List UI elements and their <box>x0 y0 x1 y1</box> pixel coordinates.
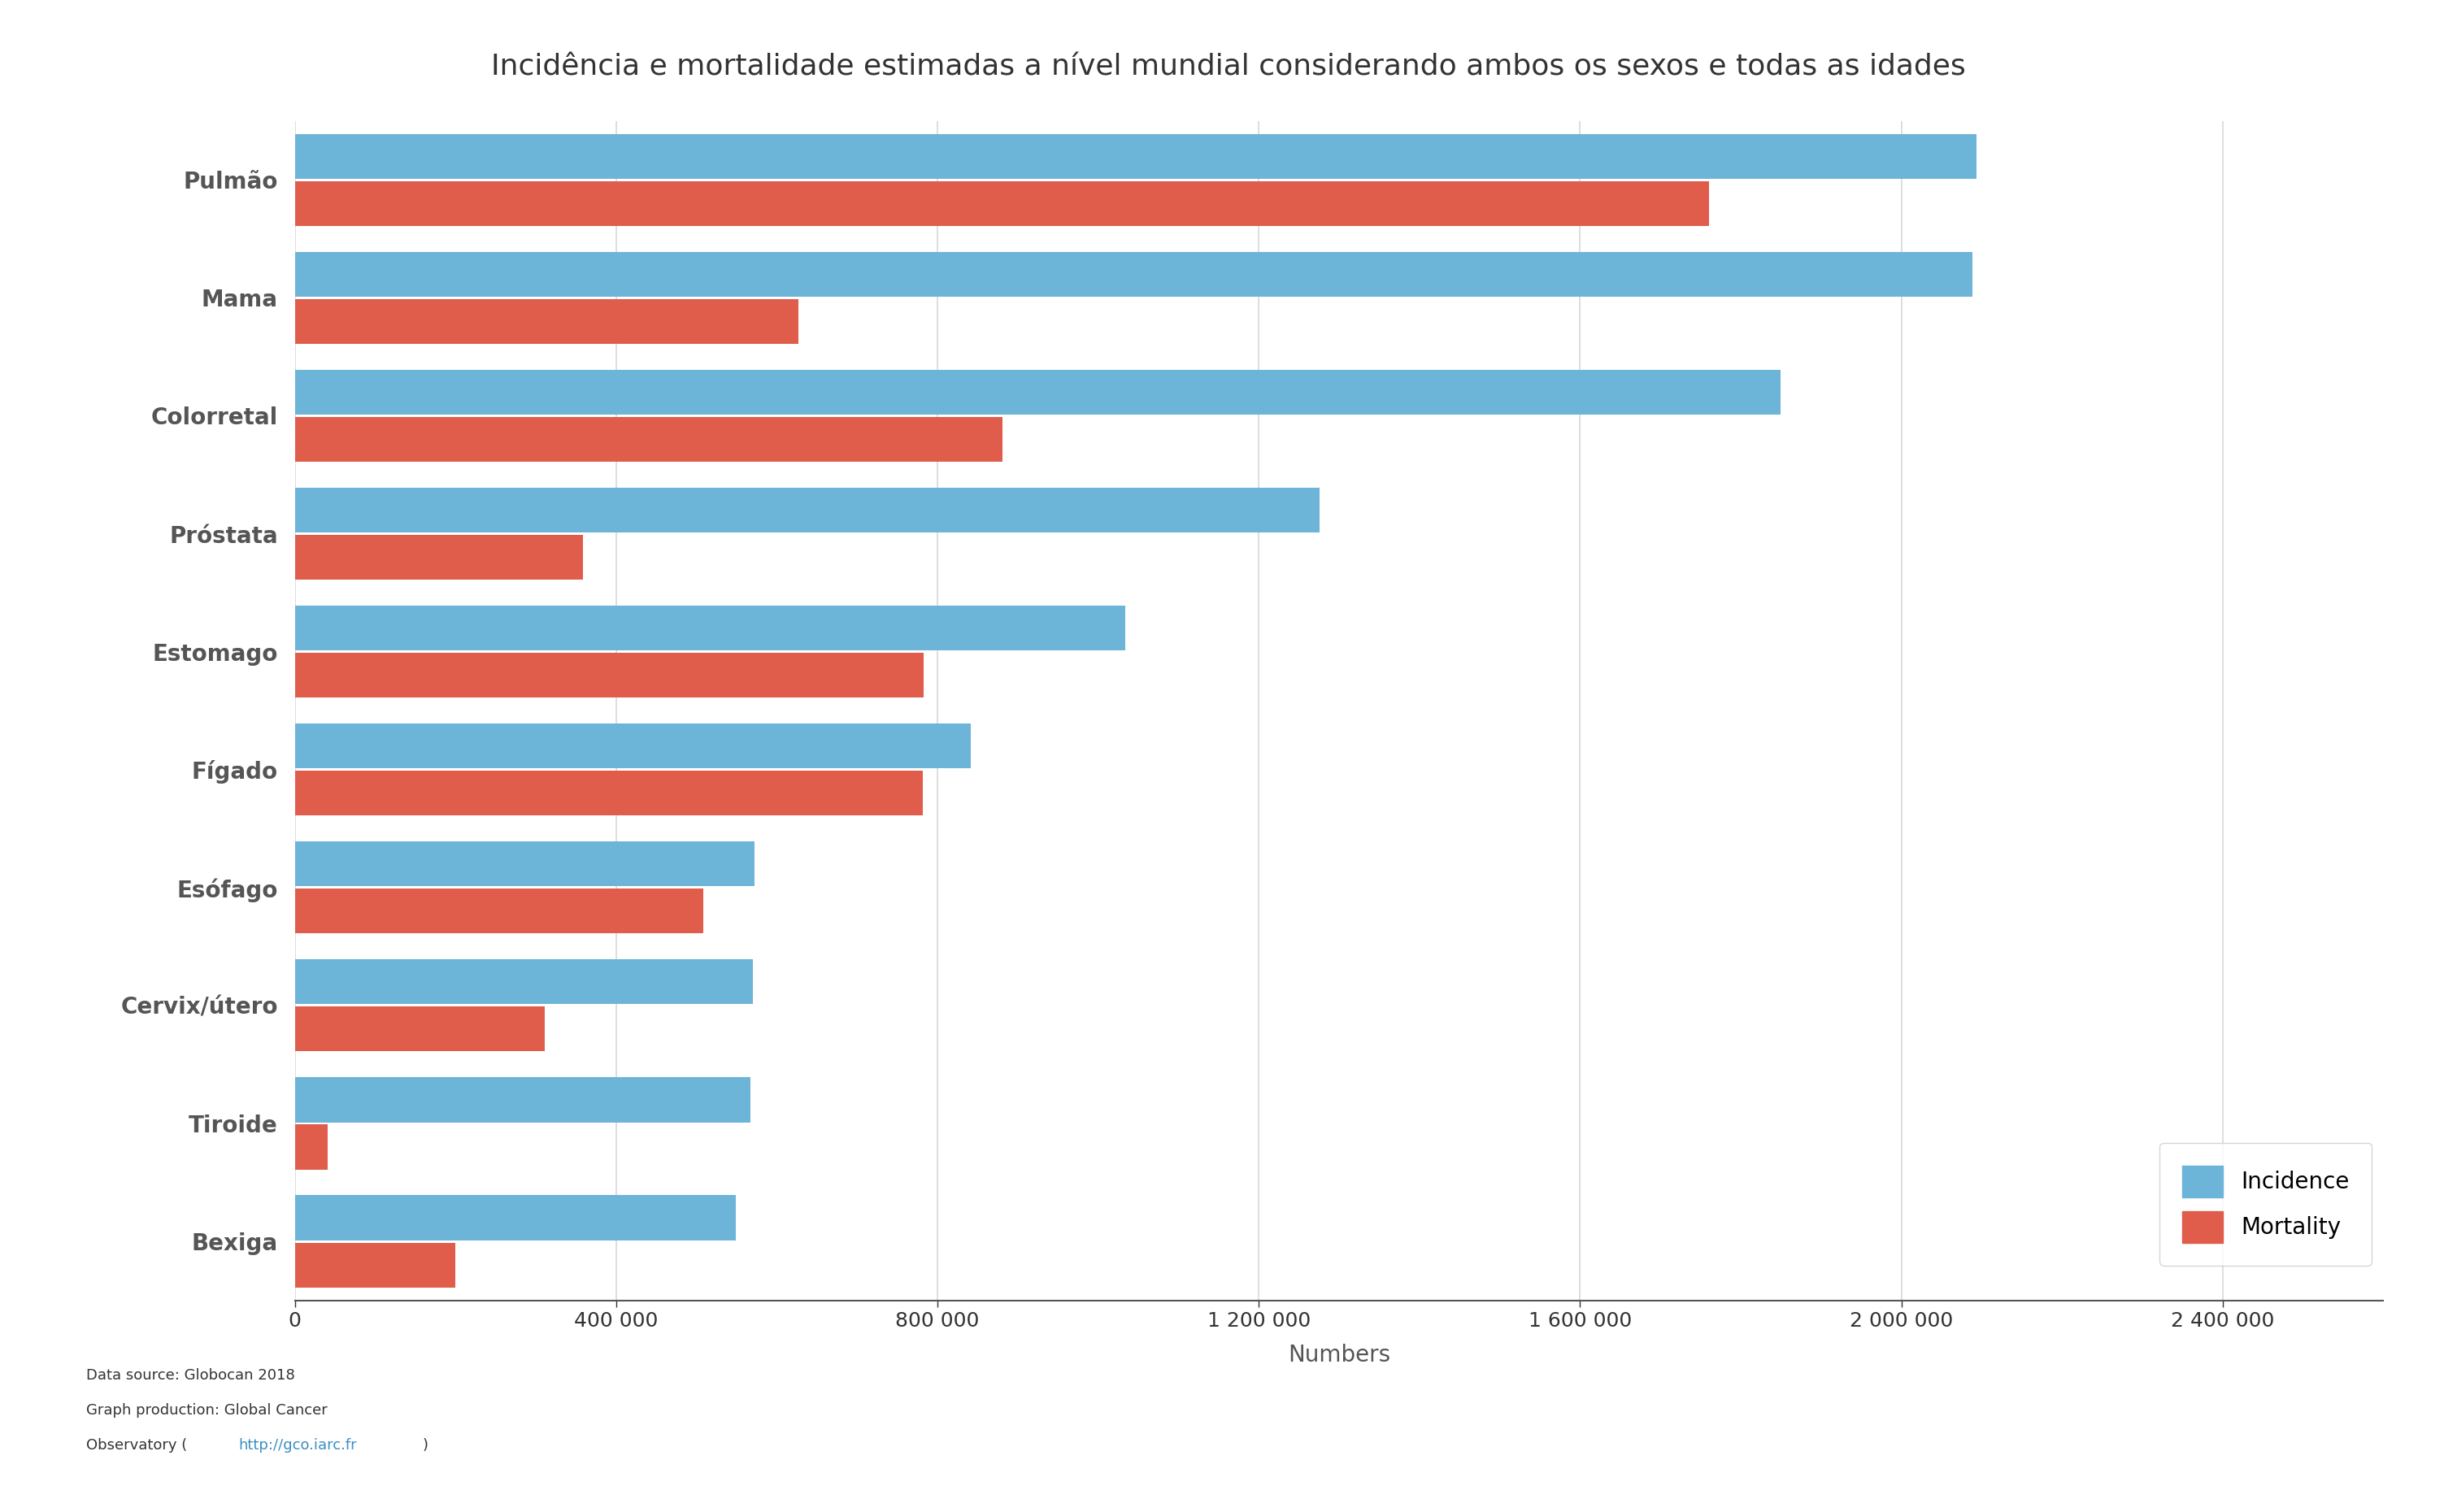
Bar <box>295 181 1710 225</box>
Bar <box>295 1007 545 1051</box>
Bar <box>295 370 1781 414</box>
Bar <box>295 842 754 886</box>
Bar <box>295 1196 737 1240</box>
Bar <box>295 417 1002 461</box>
Text: ): ) <box>423 1438 428 1453</box>
Bar <box>295 724 971 768</box>
Bar <box>295 653 924 697</box>
Text: Graph production: Global Cancer: Graph production: Global Cancer <box>86 1403 327 1418</box>
Legend: Incidence, Mortality: Incidence, Mortality <box>2160 1143 2371 1266</box>
Bar <box>295 299 799 343</box>
Text: Observatory (: Observatory ( <box>86 1438 187 1453</box>
Bar <box>295 771 924 815</box>
X-axis label: Numbers: Numbers <box>1287 1344 1391 1367</box>
Bar <box>295 889 703 933</box>
Bar <box>295 253 1973 296</box>
Bar <box>295 960 752 1004</box>
Bar <box>295 1078 749 1122</box>
Bar <box>295 1125 327 1169</box>
Bar <box>295 488 1319 532</box>
Bar <box>295 135 1978 178</box>
Text: http://gco.iarc.fr: http://gco.iarc.fr <box>238 1438 356 1453</box>
Text: Incidência e mortalidade estimadas a nível mundial considerando ambos os sexos e: Incidência e mortalidade estimadas a nív… <box>491 53 1966 80</box>
Bar <box>295 1243 455 1287</box>
Text: Data source: Globocan 2018: Data source: Globocan 2018 <box>86 1368 295 1383</box>
Bar <box>295 606 1125 650</box>
Bar <box>295 535 582 579</box>
